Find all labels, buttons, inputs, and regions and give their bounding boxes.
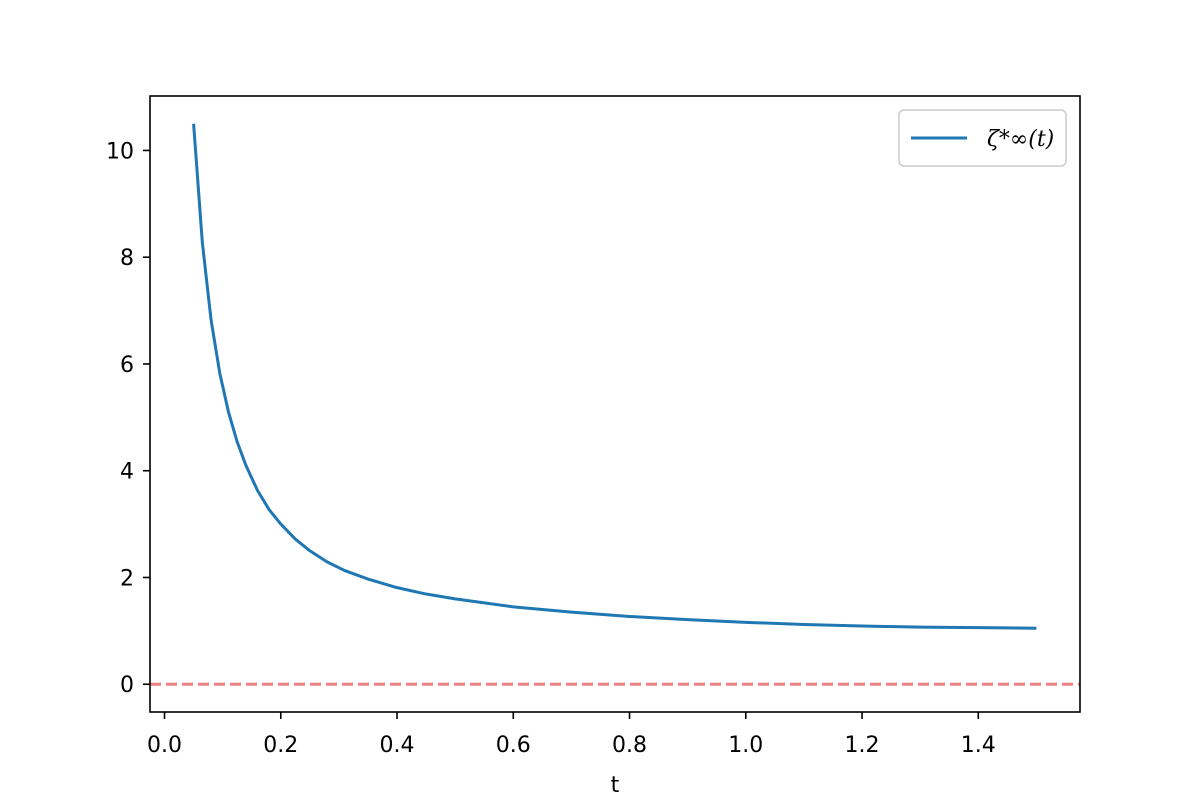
x-axis: 0.0 0.2 0.4 0.6 0.8 1.0 1.2 1.4 (147, 712, 996, 758)
y-tick-label: 6 (120, 353, 134, 378)
y-axis: 0 2 4 6 8 10 (106, 139, 150, 698)
x-axis-label: t (611, 773, 620, 798)
legend: ζ*∞(t) (898, 109, 1067, 167)
plot-frame (149, 95, 1081, 713)
x-tick-label: 1.0 (728, 733, 763, 758)
y-tick-label: 2 (120, 566, 134, 591)
legend-label: ζ*∞(t) (987, 127, 1054, 152)
series-layer (192, 123, 1037, 630)
x-tick-label: 0.8 (612, 733, 647, 758)
x-tick-label: 0.2 (263, 733, 298, 758)
y-tick-label: 10 (106, 139, 134, 164)
y-tick-label: 4 (120, 460, 134, 485)
x-tick-label: 0.6 (496, 733, 531, 758)
x-tick-label: 1.4 (961, 733, 996, 758)
x-tick-label: 0.4 (380, 733, 415, 758)
y-tick-label: 8 (120, 246, 134, 271)
x-tick-label: 0.0 (147, 733, 182, 758)
legend-box (898, 109, 1067, 167)
y-tick-label: 0 (120, 673, 134, 698)
x-tick-label: 1.2 (845, 733, 880, 758)
series-line-0 (192, 123, 1037, 630)
